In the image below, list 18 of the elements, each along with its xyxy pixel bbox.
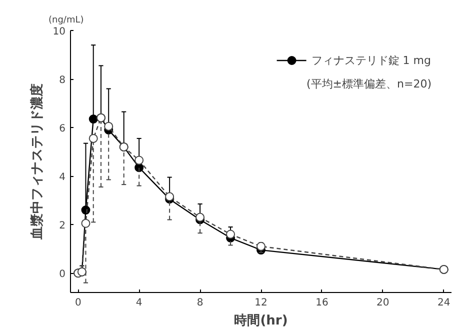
y-tick-label: 2 xyxy=(59,220,66,232)
y-tick-label: 8 xyxy=(59,75,66,86)
x-tick-label: 0 xyxy=(74,298,82,308)
text: (ng/mL) xyxy=(48,16,84,26)
x-axis-title: 時間(hr) xyxy=(234,314,288,328)
y-tick-label: 0 xyxy=(59,269,66,280)
y-axis-title: 血漿中フィナステリド濃度 xyxy=(28,84,45,240)
x-tick-label: 8 xyxy=(196,298,204,308)
y-tick-label: 6 xyxy=(59,124,66,135)
x-tick-label: 24 xyxy=(438,298,450,308)
annotation: (平均±標準偏差、n=20) xyxy=(306,78,432,90)
legend-label: フィナステリド錠 1 mg xyxy=(311,52,431,68)
y-tick-label: 10 xyxy=(52,26,66,38)
x-tick-label: 20 xyxy=(376,298,390,308)
x-tick-label: 4 xyxy=(136,298,142,308)
y-tick-label: 4 xyxy=(59,172,66,184)
x-tick-label: 12 xyxy=(254,298,268,308)
x-tick-label: 16 xyxy=(316,298,328,308)
